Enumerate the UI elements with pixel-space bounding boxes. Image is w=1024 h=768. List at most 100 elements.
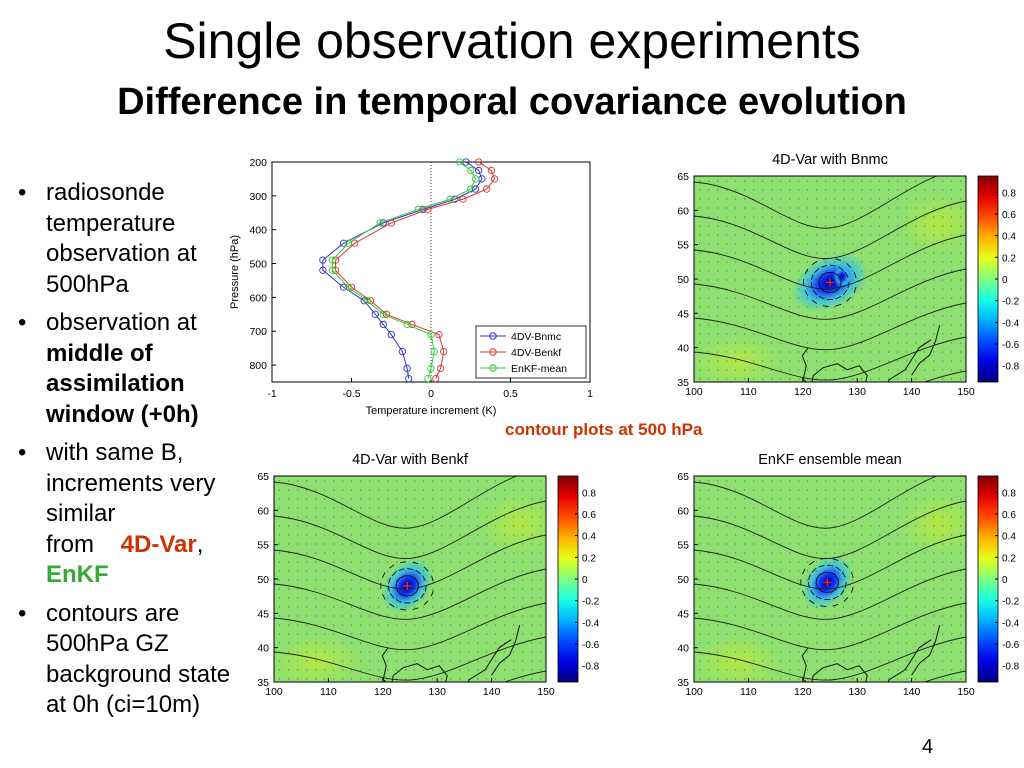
map-x-tick-label: 150: [957, 686, 975, 698]
gz-contour-line: [274, 500, 546, 559]
bullet-item: radiosonde temperature observation at 50…: [18, 178, 233, 300]
colorbar-tick-label: -0.2: [582, 597, 600, 608]
series-point: [363, 297, 372, 305]
map-y-tick-label: 35: [677, 677, 689, 689]
y-tick-label: 400: [249, 225, 267, 237]
colorbar-tick-label: -0.8: [1002, 662, 1020, 673]
map-x-tick-label: 140: [903, 686, 921, 698]
map-x-tick-label: 130: [848, 686, 866, 698]
series-point: [451, 195, 459, 203]
map-y-tick-label: 60: [257, 505, 269, 517]
colorbar-tick-label: -0.6: [1002, 640, 1020, 651]
profile-y-label: Pressure (hPa): [229, 235, 241, 309]
series-point: [414, 205, 422, 214]
map-x-tick-label: 120: [374, 686, 392, 698]
series-point: [405, 374, 413, 383]
map-x-tick-label: 120: [794, 686, 812, 698]
series-point: [467, 185, 475, 193]
map-x-tick-label: 110: [320, 686, 337, 698]
coastline: [911, 625, 941, 676]
series-point: [475, 166, 483, 175]
series-point: [471, 185, 480, 193]
series-point: [344, 283, 352, 291]
map-y-tick-label: 65: [677, 171, 689, 183]
x-tick-label: 0.5: [503, 388, 518, 400]
map-y-tick-label: 35: [257, 677, 269, 689]
gz-contour-line: [694, 200, 966, 259]
map-y-tick-label: 65: [257, 471, 269, 483]
series-point: [379, 310, 387, 318]
profile-y-ticks: 200 300 400 500 600 700 800: [249, 158, 276, 372]
gz-contour-line: [694, 176, 938, 229]
x-tick-label: 1: [587, 388, 593, 400]
colorbar-tick-label: 0.6: [1002, 510, 1016, 521]
series-point: [482, 185, 491, 193]
series-point: [487, 166, 496, 175]
gz-contour-line: [274, 476, 518, 529]
series-point: [403, 320, 411, 329]
series-point: [379, 320, 387, 329]
series-point: [455, 158, 464, 166]
x-tick-label: -0.5: [342, 388, 360, 400]
coastline: [911, 325, 941, 376]
map-y-tick-label: 50: [677, 574, 689, 586]
gz-contour-line: [694, 568, 966, 620]
map-x-tick-label: 150: [957, 386, 975, 398]
colorbar-tick-label: -0.8: [1002, 362, 1020, 373]
map-enkf-ensemble-mean: EnKF ensemble mean 100 110 120 130 140 150 35 40…: [677, 452, 1020, 698]
series-point: [436, 364, 445, 373]
map-x-tick-label: 100: [685, 686, 703, 698]
colorbar-tick-label: -0.8: [582, 662, 600, 673]
slide-title: Single observation experiments: [163, 13, 861, 69]
observation-marker: [823, 578, 832, 587]
series-point: [427, 364, 435, 373]
colorbar-tick-label: 0.2: [1002, 253, 1016, 264]
colorbar-tick-label: 0.2: [582, 553, 596, 564]
map-y-tick-label: 55: [677, 540, 689, 552]
colorbar-tick-label: -0.6: [1002, 340, 1020, 351]
series-point: [408, 320, 416, 329]
y-tick-label: 200: [249, 158, 267, 169]
colorbar-tick-label: -0.4: [1002, 618, 1020, 629]
colorbar-tick-label: 0.8: [1002, 488, 1016, 499]
map-x-tick-label: 140: [903, 386, 921, 398]
series-point: [328, 266, 337, 274]
map-y-tick-label: 50: [677, 274, 689, 286]
gz-contour-line: [274, 602, 546, 651]
map-y-tick-label: 45: [677, 308, 689, 320]
map-x-tick-label: 120: [794, 386, 812, 398]
bullet-item: contours are 500hPa GZ background state …: [18, 599, 233, 721]
colorbar-tick-label: 0.4: [1002, 232, 1016, 243]
bullet-bold-text: middle of assimilation window (+0h): [46, 339, 199, 428]
map-y-tick-label: 40: [677, 643, 689, 655]
series-point: [387, 330, 395, 339]
bullet-list: radiosonde temperature observation at 50…: [18, 178, 233, 729]
wind-field-dots: [699, 180, 962, 380]
bullet-separator: ,: [196, 530, 204, 558]
map-y-tick-label: 55: [677, 240, 689, 252]
colorbar-tick-label: 0.8: [582, 488, 596, 499]
colorbar-tick-label: 0: [1002, 275, 1008, 286]
profile-x-label: Temperature increment (K): [366, 405, 497, 417]
map-y-tick-label: 50: [257, 574, 269, 586]
colorbar-tick-label: 0.6: [1002, 210, 1016, 221]
series-point: [475, 158, 483, 166]
bullet-item: with same B, increments very similar fro…: [18, 438, 233, 591]
legend-marker-enkf-mean: [489, 364, 497, 372]
coastline: [491, 625, 521, 676]
warm-anomaly: [898, 494, 966, 555]
warm-anomaly: [478, 494, 546, 555]
legend-marker-4dv-bnmc: [489, 332, 497, 340]
map-y-tick-label: 35: [677, 377, 689, 389]
warm-anomaly: [694, 636, 783, 682]
legend-marker-4dv-benkf: [489, 348, 497, 356]
colorbar-tick-label: -0.2: [1002, 597, 1020, 608]
series-point: [435, 330, 443, 339]
colorbar-tick-label: 0.2: [1002, 553, 1016, 564]
map-x-tick-label: 130: [848, 386, 866, 398]
map-y-tick-label: 55: [257, 540, 269, 552]
bullet-text: observation at: [46, 309, 197, 336]
gz-contour-line: [694, 302, 966, 351]
gz-contour-line: [694, 234, 966, 290]
map-title: EnKF ensemble mean: [758, 452, 901, 468]
